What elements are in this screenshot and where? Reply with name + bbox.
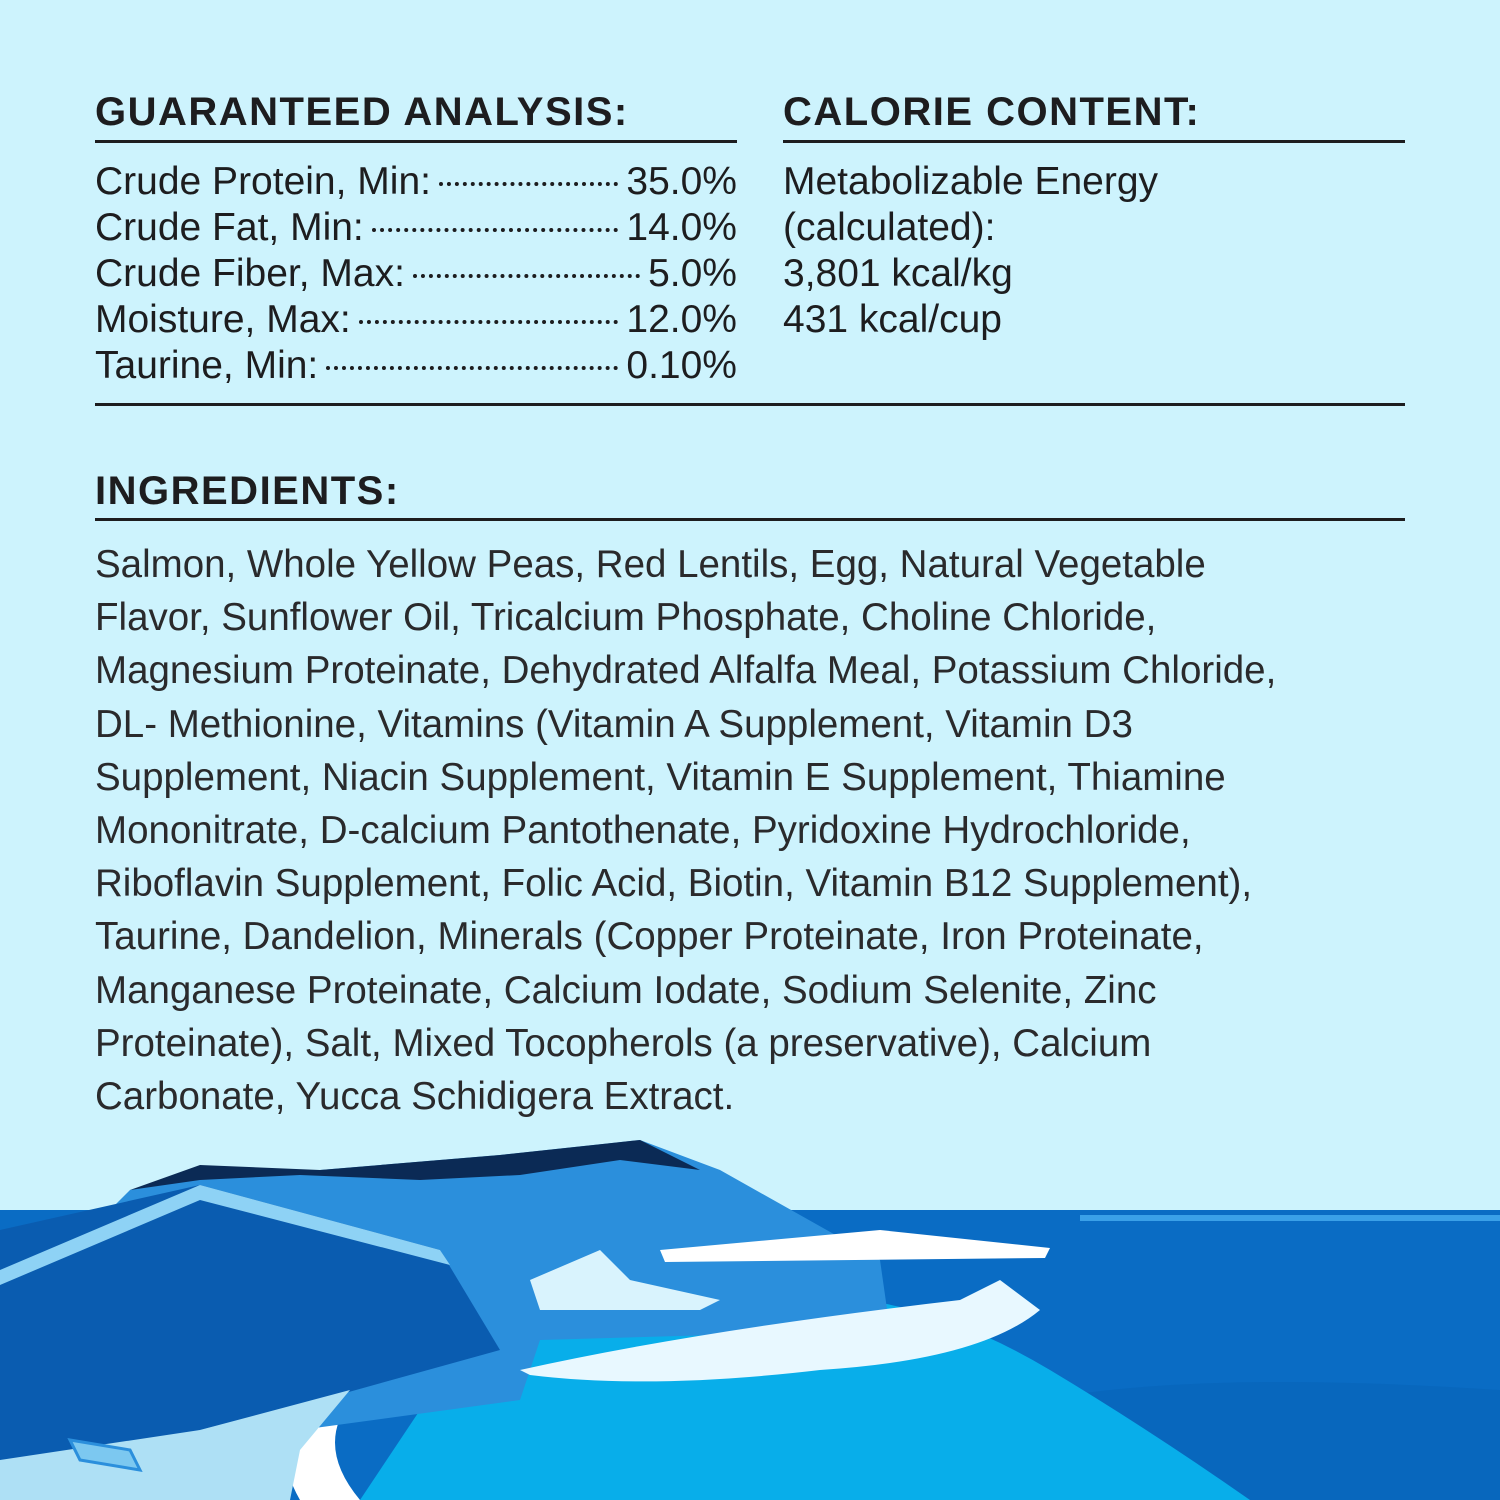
ingredients-line: Mononitrate, D-calcium Pantothenate, Pyr… [95, 809, 1191, 853]
coastal-cliffs-illustration [0, 1140, 1500, 1500]
ingredients-line: Salmon, Whole Yellow Peas, Red Lentils, … [95, 543, 1206, 586]
ingredients-line: DL- Methionine, Vitamins (Vitamin A Supp… [95, 702, 1133, 746]
dot-leader [438, 182, 619, 186]
ingredients-list: Salmon, Whole Yellow Peas, Red Lentils, … [95, 538, 1276, 1123]
analysis-label: Moisture, Max: [95, 298, 351, 341]
analysis-value: 35.0% [626, 160, 737, 203]
analysis-row: Crude Fiber, Max: 5.0% [95, 251, 737, 297]
ingredients-line: Carbonate, Yucca Schidigera Extract. [95, 1075, 735, 1119]
ingredients-line: Proteinate), Salt, Mixed Tocopherols (a … [95, 1021, 1152, 1065]
ingredients-line: Manganese Proteinate, Calcium Iodate, So… [95, 968, 1157, 1012]
calorie-line: Metabolizable Energy [783, 160, 1159, 203]
dot-leader [412, 274, 641, 278]
analysis-label: Crude Fiber, Max: [95, 252, 405, 295]
ingredients-line: Riboflavin Supplement, Folic Acid, Bioti… [95, 862, 1253, 906]
analysis-value: 14.0% [626, 206, 737, 249]
analysis-value: 0.10% [626, 344, 737, 387]
calorie-line: 431 kcal/cup [783, 298, 1002, 341]
calorie-line: (calculated): [783, 206, 996, 249]
divider [95, 403, 1405, 406]
dot-leader [358, 320, 619, 324]
dot-leader [371, 228, 619, 232]
ingredients-line: Taurine, Dandelion, Minerals (Copper Pro… [95, 915, 1204, 959]
analysis-row: Moisture, Max: 12.0% [95, 297, 737, 343]
ingredients-line: Supplement, Niacin Supplement, Vitamin E… [95, 755, 1226, 799]
analysis-value: 5.0% [648, 252, 737, 295]
ingredients-line: Magnesium Proteinate, Dehydrated Alfalfa… [95, 649, 1277, 693]
analysis-label: Crude Fat, Min: [95, 206, 364, 249]
divider [95, 140, 737, 143]
analysis-label: Crude Protein, Min: [95, 160, 431, 203]
divider [783, 140, 1405, 143]
calorie-content-heading: CALORIE CONTENT: [783, 90, 1201, 134]
analysis-row: Taurine, Min: 0.10% [95, 343, 737, 389]
analysis-row: Crude Fat, Min: 14.0% [95, 205, 737, 251]
divider [95, 518, 1405, 521]
dot-leader [326, 366, 619, 370]
ingredients-heading: INGREDIENTS: [95, 469, 400, 513]
analysis-row: Crude Protein, Min: 35.0% [95, 159, 737, 205]
ingredients-line: Flavor, Sunflower Oil, Tricalcium Phosph… [95, 596, 1157, 640]
analysis-value: 12.0% [626, 298, 737, 341]
calorie-line: 3,801 kcal/kg [783, 252, 1013, 295]
guaranteed-analysis-heading: GUARANTEED ANALYSIS: [95, 90, 629, 134]
analysis-label: Taurine, Min: [95, 344, 319, 387]
